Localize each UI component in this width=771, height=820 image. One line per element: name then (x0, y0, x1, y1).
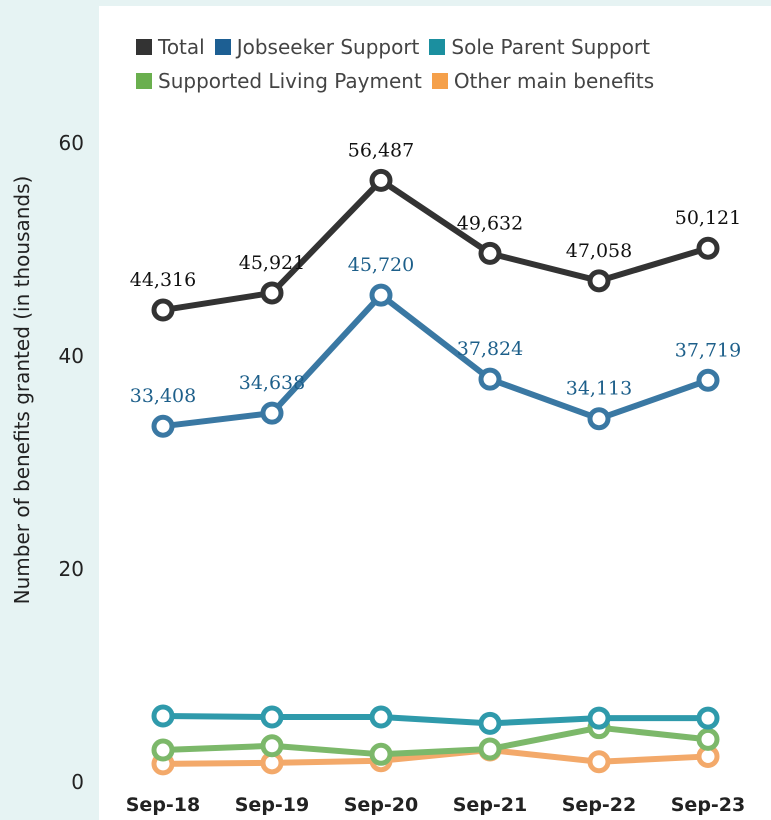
data-point-supported-living-payment (478, 737, 502, 761)
legend-label-sole-parent-support: Sole Parent Support (451, 35, 650, 59)
data-point-total (260, 281, 284, 305)
legend-swatch-supported-living-payment (136, 73, 152, 89)
x-tick-label: Sep-19 (235, 794, 310, 816)
y-tick-label: 60 (59, 131, 84, 155)
data-point-jobseeker-support (151, 414, 175, 438)
data-point-total (369, 168, 393, 192)
data-label-total: 49,632 (457, 212, 523, 234)
series-line-total (160, 177, 711, 314)
series-line-other-main-benefits (160, 747, 711, 767)
legend: Total Jobseeker Support Sole Parent Supp… (136, 36, 756, 92)
data-point-sole-parent-support (587, 706, 611, 730)
data-point-jobseeker-support (369, 283, 393, 307)
data-point-total (151, 298, 175, 322)
data-point-sole-parent-support (260, 705, 284, 729)
series-line-supported-living-payment (160, 724, 711, 758)
data-point-sole-parent-support (369, 705, 393, 729)
y-tick-label: 0 (71, 770, 84, 794)
data-point-total (587, 269, 611, 293)
data-point-total (478, 241, 502, 265)
data-point-supported-living-payment (151, 738, 175, 762)
data-label-total: 45,921 (239, 252, 305, 274)
data-label-jobseeker-support: 34,638 (239, 372, 305, 394)
data-point-supported-living-payment (696, 727, 720, 751)
data-label-total: 50,121 (675, 207, 741, 229)
data-point-other-main-benefits (587, 750, 611, 774)
data-label-jobseeker-support: 37,719 (675, 339, 741, 361)
y-tick-label: 20 (59, 557, 84, 581)
data-label-total: 56,487 (348, 139, 414, 161)
data-label-jobseeker-support: 45,720 (348, 254, 414, 276)
x-tick-label: Sep-23 (671, 794, 746, 816)
data-label-jobseeker-support: 33,408 (130, 385, 196, 407)
data-point-sole-parent-support (478, 711, 502, 735)
data-point-sole-parent-support (696, 706, 720, 730)
data-point-jobseeker-support (478, 367, 502, 391)
legend-swatch-sole-parent-support (429, 39, 446, 55)
data-label-jobseeker-support: 34,113 (566, 378, 632, 400)
x-tick-label: Sep-22 (562, 794, 637, 816)
data-point-jobseeker-support (696, 368, 720, 392)
legend-item-jobseeker-support: Jobseeker Support (214, 35, 420, 59)
series-line-sole-parent-support (160, 712, 711, 727)
y-tick-label: 40 (59, 344, 84, 368)
data-point-jobseeker-support (260, 401, 284, 425)
x-tick-label: Sep-18 (126, 794, 201, 816)
data-label-jobseeker-support: 37,824 (457, 338, 523, 360)
data-point-sole-parent-support (151, 704, 175, 728)
legend-item-total: Total (136, 36, 205, 58)
data-point-supported-living-payment (260, 734, 284, 758)
data-point-jobseeker-support (587, 407, 611, 431)
legend-label-total: Total (158, 35, 205, 59)
x-tick-label: Sep-21 (453, 794, 528, 816)
series-line-jobseeker-support (160, 292, 711, 430)
x-tick-label: Sep-20 (344, 794, 419, 816)
chart-panel: Total Jobseeker Support Sole Parent Supp… (99, 6, 771, 820)
data-point-supported-living-payment (369, 742, 393, 766)
legend-label-supported-living-payment: Supported Living Payment (158, 69, 422, 93)
data-point-total (696, 236, 720, 260)
legend-swatch-other-main-benefits (431, 73, 448, 89)
legend-swatch-jobseeker-support (214, 39, 231, 55)
data-label-total: 47,058 (566, 240, 632, 262)
legend-label-other-main-benefits: Other main benefits (453, 69, 655, 93)
legend-item-sole-parent-support: Sole Parent Support (429, 36, 650, 58)
data-label-total: 44,316 (130, 269, 196, 291)
legend-item-supported-living-payment: Supported Living Payment (136, 70, 422, 92)
legend-swatch-total (136, 39, 152, 55)
legend-item-other-main-benefits: Other main benefits (431, 69, 655, 93)
legend-label-jobseeker-support: Jobseeker Support (236, 35, 420, 59)
